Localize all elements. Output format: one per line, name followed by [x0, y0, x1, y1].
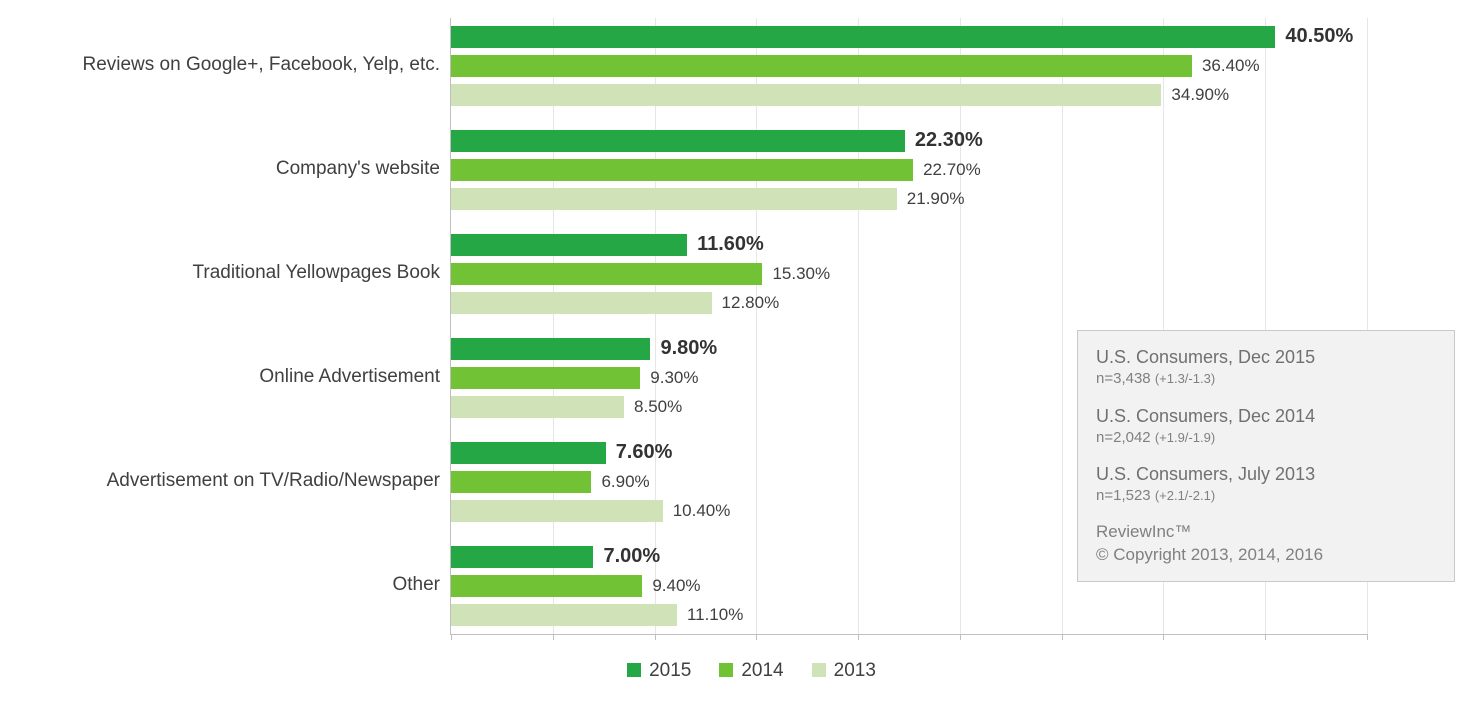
bar-group: 40.50% 36.40% 34.90% — [451, 26, 1367, 106]
data-label: 11.60% — [697, 233, 764, 256]
category-label: Online Advertisement — [0, 366, 440, 388]
data-label: 15.30% — [772, 264, 830, 284]
legend-swatch — [627, 663, 641, 677]
x-tick — [553, 634, 554, 640]
bar-group: 22.30% 22.70% 21.90% — [451, 130, 1367, 210]
bar-2013 — [451, 84, 1161, 106]
x-tick — [756, 634, 757, 640]
x-tick — [1367, 634, 1368, 640]
data-label: 9.40% — [652, 576, 700, 596]
x-tick — [960, 634, 961, 640]
data-label: 8.50% — [634, 397, 682, 417]
legend: 2015 2014 2013 — [0, 660, 1475, 682]
bar-2014 — [451, 55, 1192, 77]
info-title: U.S. Consumers, Dec 2015 — [1096, 345, 1436, 369]
data-label: 9.30% — [650, 368, 698, 388]
data-label: 34.90% — [1171, 85, 1229, 105]
bar-2013 — [451, 604, 677, 626]
data-label: 36.40% — [1202, 56, 1260, 76]
x-tick — [1265, 634, 1266, 640]
info-title: U.S. Consumers, Dec 2014 — [1096, 404, 1436, 428]
bar-2013 — [451, 292, 712, 314]
category-label: Reviews on Google+, Facebook, Yelp, etc. — [0, 54, 440, 76]
bar-2015 — [451, 338, 650, 360]
bar-2014 — [451, 367, 640, 389]
data-label: 40.50% — [1285, 25, 1353, 48]
category-label: Traditional Yellowpages Book — [0, 262, 440, 284]
legend-swatch — [719, 663, 733, 677]
bar-2014 — [451, 263, 762, 285]
chart-container: 40.50% 36.40% 34.90% 22.30% 22.70% 21.90% 11.6… — [0, 0, 1475, 709]
bar-2015 — [451, 26, 1275, 48]
info-block: U.S. Consumers, Dec 2015n=3,438 (+1.3/-1… — [1096, 345, 1436, 390]
bar-2013 — [451, 396, 624, 418]
info-title: U.S. Consumers, July 2013 — [1096, 462, 1436, 486]
info-box: U.S. Consumers, Dec 2015n=3,438 (+1.3/-1… — [1077, 330, 1455, 582]
bar-2014 — [451, 159, 913, 181]
bar-2015 — [451, 442, 606, 464]
x-tick — [1163, 634, 1164, 640]
data-label: 6.90% — [601, 472, 649, 492]
legend-label: 2013 — [834, 660, 876, 681]
bar-2013 — [451, 500, 663, 522]
x-tick — [655, 634, 656, 640]
bar-2013 — [451, 188, 897, 210]
legend-swatch — [812, 663, 826, 677]
bar-2014 — [451, 471, 591, 493]
data-label: 22.30% — [915, 129, 983, 152]
info-sub: n=1,523 (+2.1/-2.1) — [1096, 486, 1436, 506]
bar-2015 — [451, 234, 687, 256]
category-label: Other — [0, 574, 440, 596]
info-sub: n=2,042 (+1.9/-1.9) — [1096, 428, 1436, 448]
data-label: 22.70% — [923, 160, 981, 180]
data-label: 7.00% — [603, 545, 660, 568]
bar-2014 — [451, 575, 642, 597]
x-tick — [1062, 634, 1063, 640]
info-block: U.S. Consumers, July 2013n=1,523 (+2.1/-… — [1096, 462, 1436, 507]
bar-group: 11.60% 15.30% 12.80% — [451, 234, 1367, 314]
data-label: 10.40% — [673, 501, 731, 521]
bar-2015 — [451, 546, 593, 568]
bar-2015 — [451, 130, 905, 152]
data-label: 9.80% — [660, 337, 717, 360]
category-label: Company's website — [0, 158, 440, 180]
legend-label: 2015 — [649, 660, 691, 681]
category-label: Advertisement on TV/Radio/Newspaper — [0, 470, 440, 492]
legend-label: 2014 — [741, 660, 783, 681]
x-tick — [451, 634, 452, 640]
info-brand: ReviewInc™ — [1096, 521, 1436, 544]
x-tick — [858, 634, 859, 640]
data-label: 11.10% — [687, 605, 743, 625]
data-label: 12.80% — [722, 293, 780, 313]
data-label: 21.90% — [907, 189, 965, 209]
info-copyright: © Copyright 2013, 2014, 2016 — [1096, 544, 1436, 567]
info-block: U.S. Consumers, Dec 2014n=2,042 (+1.9/-1… — [1096, 404, 1436, 449]
info-sub: n=3,438 (+1.3/-1.3) — [1096, 369, 1436, 389]
data-label: 7.60% — [616, 441, 673, 464]
